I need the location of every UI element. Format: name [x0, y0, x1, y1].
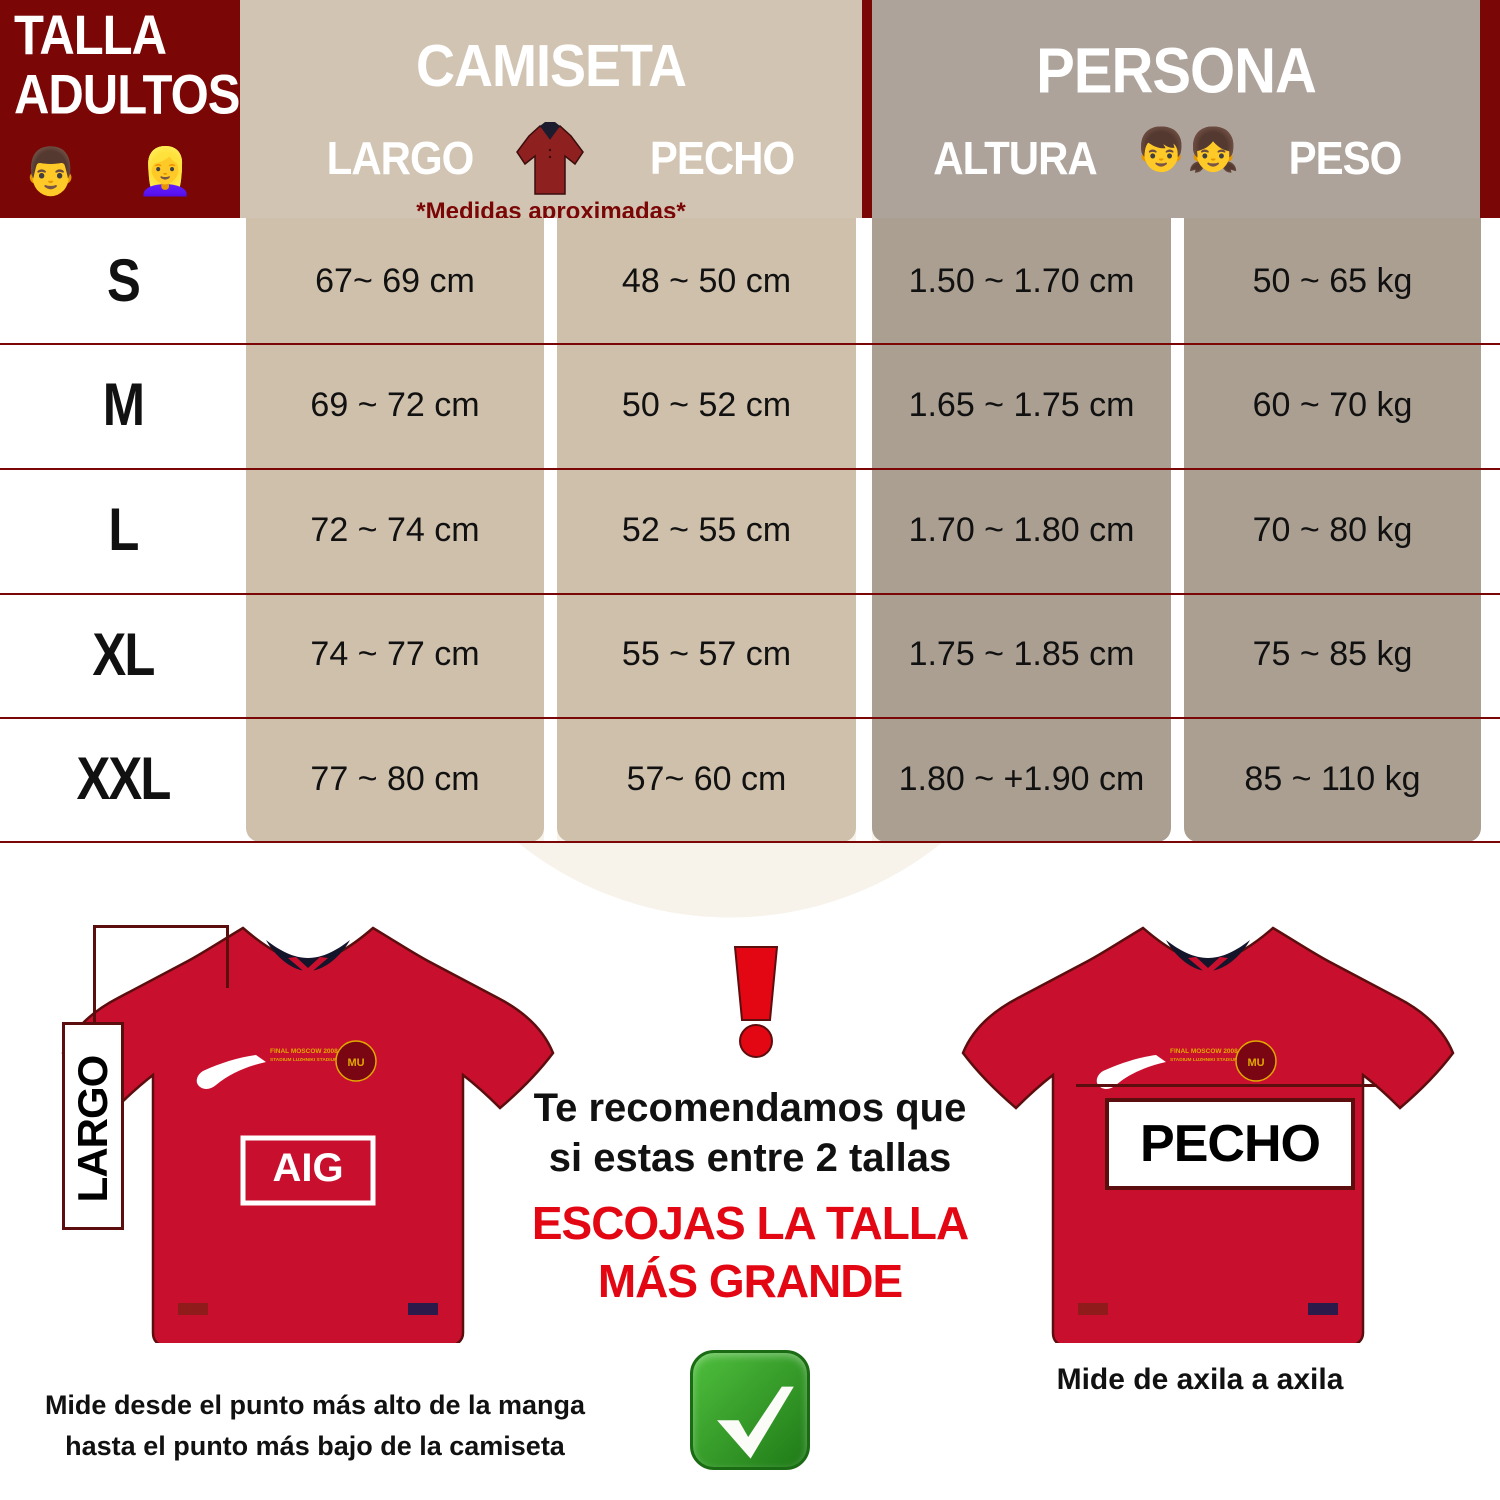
svg-text:MU: MU [347, 1057, 364, 1069]
svg-text:STADIUM LUZHNIKI STADIUM: STADIUM LUZHNIKI STADIUM [270, 1057, 338, 1063]
svg-text:FINAL MOSCOW 2008: FINAL MOSCOW 2008 [270, 1048, 338, 1055]
svg-text:AIG: AIG [272, 1146, 343, 1190]
svg-text:LARGO: LARGO [69, 1056, 116, 1203]
svg-text:STADIUM LUZHNIKI STADIUM: STADIUM LUZHNIKI STADIUM [1170, 1057, 1238, 1063]
svg-text:MU: MU [1247, 1057, 1264, 1069]
svg-text:FINAL MOSCOW 2008: FINAL MOSCOW 2008 [1170, 1048, 1238, 1055]
